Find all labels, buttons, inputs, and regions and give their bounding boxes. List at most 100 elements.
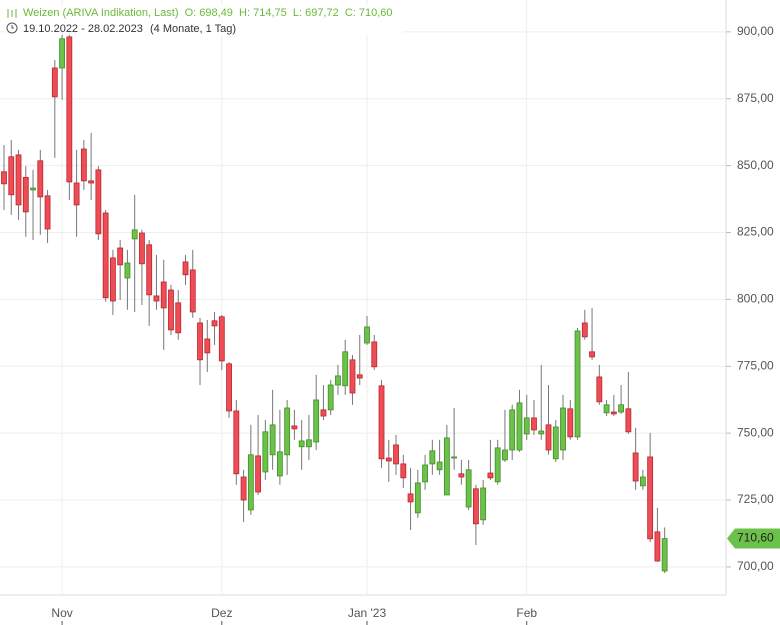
candle-body <box>610 411 617 415</box>
candle-body <box>567 408 574 438</box>
candle-body <box>654 531 661 562</box>
candle-body <box>189 269 196 313</box>
x-tick-label: Nov <box>51 606 72 620</box>
candle-body <box>160 281 167 309</box>
candle-body <box>37 160 44 198</box>
clock-hands <box>11 25 14 29</box>
candle-body <box>110 257 116 302</box>
candle-body <box>472 488 479 525</box>
candle-body <box>349 359 356 394</box>
candle-body <box>139 232 145 265</box>
x-tick-label: Jan '23 <box>348 606 387 620</box>
candle-body <box>102 212 109 299</box>
candle-body <box>661 538 668 572</box>
candle-body <box>313 399 320 443</box>
y-tick-label: 900,00 <box>737 24 774 38</box>
candle-body <box>168 289 174 331</box>
y-tick-label: 875,00 <box>737 91 774 105</box>
candle-body <box>414 482 421 514</box>
candle-body <box>291 425 298 430</box>
y-tick-label: 725,00 <box>737 492 774 506</box>
y-tick-label: 750,00 <box>737 425 774 439</box>
candle-body <box>269 424 276 456</box>
y-tick-label: 850,00 <box>737 158 774 172</box>
candle-body <box>182 261 189 276</box>
candle-body <box>146 244 153 296</box>
candle-body <box>639 476 646 487</box>
candle-body <box>262 431 269 473</box>
header-bg <box>4 5 404 35</box>
price-tag <box>727 528 780 549</box>
candle-body <box>560 407 566 451</box>
candle-body <box>516 402 523 451</box>
candle-body <box>88 180 95 184</box>
candle-body <box>233 410 240 475</box>
candle-body <box>385 457 392 462</box>
candle-body <box>204 338 211 354</box>
candle-body <box>356 374 363 379</box>
candle-body <box>44 195 51 230</box>
candle-body <box>298 440 305 448</box>
date-range: 19.10.2022 - 28.02.2023 <box>23 23 143 35</box>
candle-body <box>22 176 29 213</box>
candle-body <box>30 187 36 191</box>
candle-body <box>73 182 80 206</box>
candle-body <box>429 450 436 465</box>
y-tick-label: 825,00 <box>737 225 774 239</box>
candle-body <box>8 156 15 196</box>
candle-body <box>531 417 537 431</box>
candle-body <box>494 447 501 483</box>
candle-body <box>15 154 22 206</box>
candle-body <box>625 408 632 433</box>
candle-body <box>364 326 370 344</box>
candle-body <box>443 437 450 496</box>
candle-body <box>596 376 603 403</box>
candle-body <box>51 67 58 98</box>
candle-body <box>378 385 385 460</box>
candle-body <box>422 464 428 483</box>
header-icon <box>7 9 17 18</box>
candle-body <box>509 409 516 451</box>
candle-body <box>523 417 530 435</box>
candle-body <box>487 472 494 479</box>
candle-body <box>480 487 487 521</box>
candle-body <box>218 316 225 362</box>
candle-body <box>371 341 378 368</box>
clock-icon <box>6 22 18 34</box>
candle-body <box>320 409 327 417</box>
candle-body <box>306 439 312 448</box>
candle-body <box>581 322 588 338</box>
candle-body <box>436 461 443 471</box>
candle-body <box>618 404 624 413</box>
candle-body <box>407 493 414 503</box>
candle-body <box>226 363 232 412</box>
candle-body <box>574 330 581 438</box>
candle-body <box>66 36 73 183</box>
candle-body <box>552 426 559 460</box>
chart-title: Weizen (ARIVA Indikation, Last) O: 698,4… <box>23 7 393 19</box>
candle-body <box>276 451 283 477</box>
candle-body <box>153 295 160 302</box>
candle-body <box>400 463 407 479</box>
x-tick-label: Feb <box>516 606 537 620</box>
candle-body <box>502 449 508 461</box>
y-tick-label: 775,00 <box>737 358 774 372</box>
candle-body <box>393 444 399 465</box>
candle-body <box>95 169 102 235</box>
candle-body <box>175 302 182 334</box>
candle-body <box>451 456 458 459</box>
candle-body <box>465 469 472 508</box>
candle-body <box>327 384 334 411</box>
candle-body <box>59 38 65 69</box>
candle-body <box>80 148 87 182</box>
candle-body <box>538 430 545 435</box>
y-tick-label: 800,00 <box>737 292 774 306</box>
candle-body <box>284 407 291 456</box>
candle-body <box>647 456 654 540</box>
candle-body <box>603 404 610 414</box>
candle-body <box>131 229 138 240</box>
period: (4 Monate, 1 Tag) <box>150 23 236 35</box>
candle-body <box>247 454 254 511</box>
candle-body <box>1 171 7 185</box>
